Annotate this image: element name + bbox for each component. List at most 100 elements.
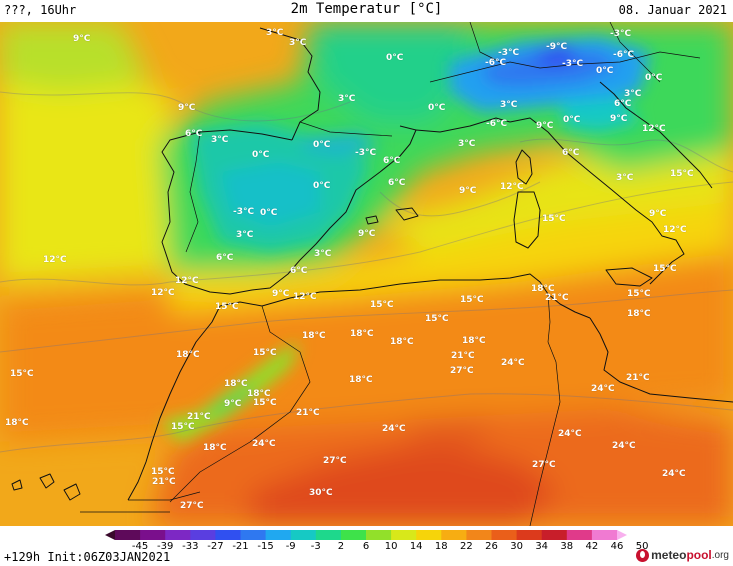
scale-tick-label: -9 (285, 541, 296, 552)
temperature-label: 3°C (236, 230, 254, 240)
logo-text-accent: pool (686, 548, 712, 562)
scale-swatch (491, 530, 518, 540)
temperature-label: 18°C (247, 389, 271, 399)
temperature-label: 9°C (224, 399, 242, 409)
temperature-label: 15°C (425, 314, 449, 324)
temperature-label: 21°C (152, 477, 176, 487)
temperature-label: 6°C (562, 148, 580, 158)
temperature-label: 3°C (266, 28, 284, 38)
forecast-date: 08. Januar 2021 (618, 3, 727, 17)
scale-swatch (265, 530, 292, 540)
scale-swatch (591, 530, 618, 540)
scale-swatch (391, 530, 417, 540)
temperature-label: 18°C (349, 375, 373, 385)
temperature-label: 15°C (627, 289, 651, 299)
temperature-label: 3°C (338, 94, 356, 104)
scale-swatch (290, 530, 317, 540)
temperature-label: 18°C (224, 379, 248, 389)
temperature-label: 6°C (216, 253, 234, 263)
temperature-label: 0°C (563, 115, 581, 125)
temperature-label: 6°C (383, 156, 401, 166)
temperature-field (0, 22, 733, 526)
scale-swatch (516, 530, 543, 540)
temperature-label: 18°C (531, 284, 555, 294)
temperature-label: 12°C (663, 225, 687, 235)
scale-swatch (315, 530, 342, 540)
temperature-label: 18°C (350, 329, 374, 339)
temperature-label: 9°C (272, 289, 290, 299)
meteopool-logo[interactable]: meteo pool .org (636, 546, 729, 564)
scale-tick-label: -33 (182, 541, 199, 552)
scale-swatch (165, 530, 191, 540)
temperature-label: 0°C (313, 181, 331, 191)
temperature-label: 24°C (591, 384, 615, 394)
temperature-label: 18°C (627, 309, 651, 319)
model-run-info: +129h Init:06Z03JAN2021 (4, 550, 171, 564)
temperature-label: 15°C (215, 302, 239, 312)
scale-swatch (215, 530, 241, 540)
scale-tick-label: 6 (362, 541, 370, 552)
temperature-label: 3°C (458, 139, 476, 149)
scale-swatch (115, 530, 141, 540)
temperature-label: -9°C (546, 42, 568, 52)
temperature-label: 0°C (428, 103, 446, 113)
temperature-label: 0°C (386, 53, 404, 63)
temperature-label: 3°C (624, 89, 642, 99)
temperature-label: -6°C (613, 50, 635, 60)
temperature-label: 15°C (370, 300, 394, 310)
temperature-label: 21°C (187, 412, 211, 422)
temperature-label: -3°C (498, 48, 520, 58)
temperature-label: -3°C (233, 207, 255, 217)
temperature-map: 9°C 3°C 3°C 0°C -3°C -9°C -3°C -6°C -3°C -6°C 0°C 0… (0, 22, 733, 526)
temperature-label: 9°C (358, 229, 376, 239)
temperature-label: -6°C (486, 119, 508, 129)
temperature-label: 24°C (501, 358, 525, 368)
temperature-label: 6°C (290, 266, 308, 276)
temperature-label: 12°C (293, 292, 317, 302)
scale-tick-label: 22 (460, 541, 473, 552)
temperature-label: 12°C (500, 182, 524, 192)
temperature-label: 27°C (180, 501, 204, 511)
scale-tick-label: 26 (485, 541, 498, 552)
scale-tick-label: -15 (257, 541, 274, 552)
temperature-label: 0°C (596, 66, 614, 76)
temperature-label: 3°C (289, 38, 307, 48)
temperature-label: 15°C (171, 422, 195, 432)
scale-tick-label: -27 (207, 541, 224, 552)
temperature-label: 15°C (151, 467, 175, 477)
temperature-label: -3°C (355, 148, 377, 158)
temperature-label: 18°C (390, 337, 414, 347)
temperature-label: 9°C (73, 34, 91, 44)
scale-swatch (190, 530, 216, 540)
forecast-time-label: ???, 16Uhr (4, 3, 77, 17)
temperature-label: 24°C (558, 429, 582, 439)
temperature-label: 3°C (314, 249, 332, 259)
scale-tick-label: -21 (232, 541, 249, 552)
temperature-label: 12°C (43, 255, 67, 265)
temperature-label: 15°C (542, 214, 566, 224)
logo-text-main: meteo (651, 548, 687, 562)
temperature-label: 18°C (302, 331, 326, 341)
scale-tick-label: 14 (409, 541, 423, 552)
scale-tick-label: -39 (157, 541, 174, 552)
scale-tick-label: 46 (610, 541, 624, 552)
scale-swatch (140, 530, 166, 540)
temperature-label: 21°C (626, 373, 650, 383)
temperature-label: 15°C (253, 398, 277, 408)
scale-tick-label: 2 (337, 541, 345, 552)
temperature-label: 21°C (296, 408, 320, 418)
temperature-label: 24°C (382, 424, 406, 434)
scale-arrow-high (617, 530, 627, 540)
map-footer: -45 -39 -33 -27 -21 -15 -9 -3 2 6 10 14 18 22 26 30 34 38… (0, 526, 733, 566)
scale-tick-label: 10 (384, 541, 398, 552)
scale-swatch (366, 530, 392, 540)
temperature-label: 6°C (185, 129, 203, 139)
temperature-label: -3°C (610, 29, 632, 39)
temperature-label: 18°C (5, 418, 29, 428)
temperature-label: 6°C (388, 178, 406, 188)
temperature-label: 27°C (450, 366, 474, 376)
temperature-label: -3°C (562, 59, 584, 69)
scale-tick-label: 18 (434, 541, 448, 552)
temperature-label: 15°C (670, 169, 694, 179)
scale-swatch (466, 530, 492, 540)
